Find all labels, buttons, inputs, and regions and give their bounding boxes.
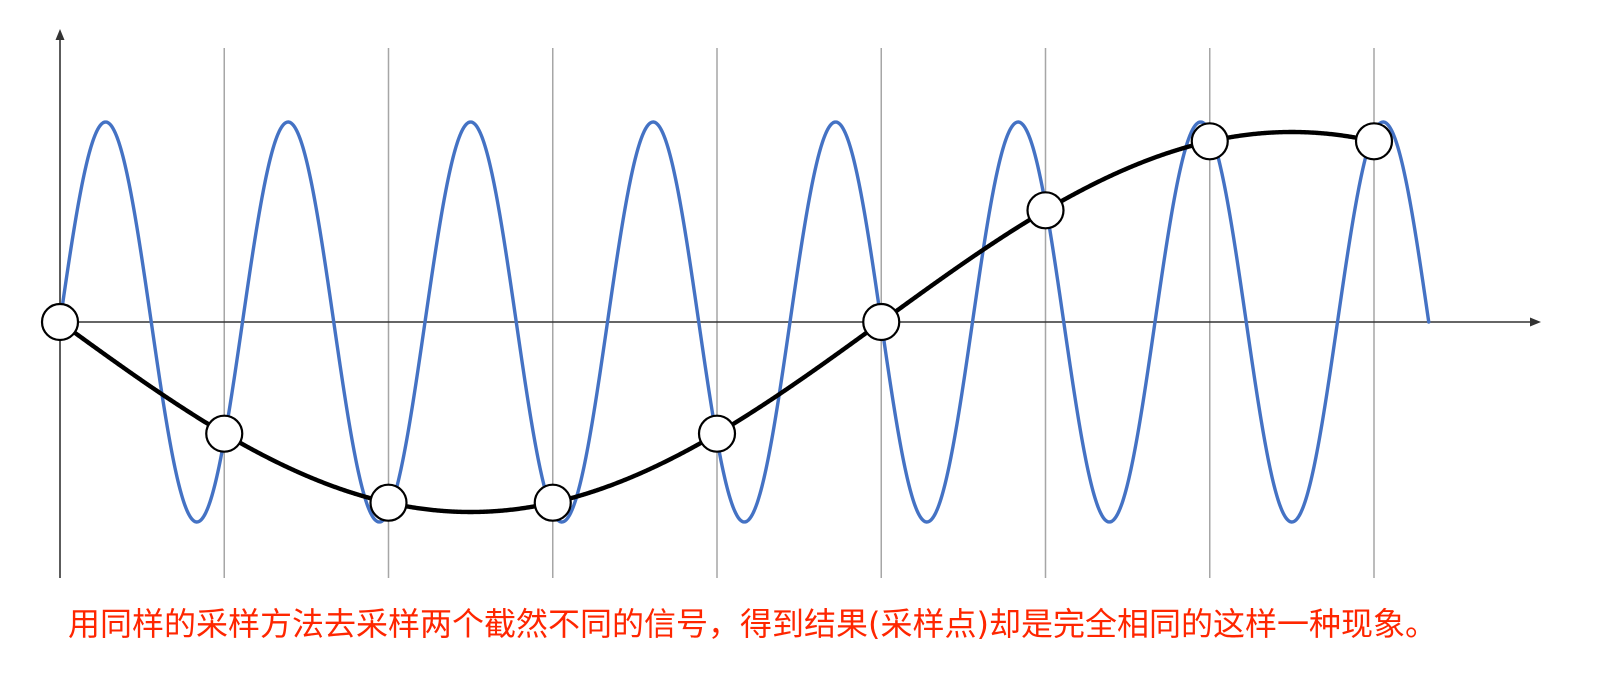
axes — [55, 29, 1541, 578]
sample-point — [40, 302, 80, 342]
caption: 用同样的采样方法去采样两个截然不同的信号，得到结果(采样点)却是完全相同的这样一… — [68, 605, 1437, 643]
sample-point — [1354, 122, 1394, 161]
x-axis-arrow — [1530, 317, 1541, 327]
sample-point — [1190, 122, 1229, 161]
y-axis-arrow — [55, 29, 65, 40]
sample-point — [697, 414, 737, 453]
sample-point — [369, 483, 408, 522]
sample-point — [1026, 191, 1065, 230]
sample-points — [40, 122, 1394, 522]
sample-point — [205, 414, 244, 453]
sample-point — [862, 302, 901, 342]
high-frequency-signal-curve — [58, 120, 1431, 524]
sample-point — [533, 483, 572, 522]
